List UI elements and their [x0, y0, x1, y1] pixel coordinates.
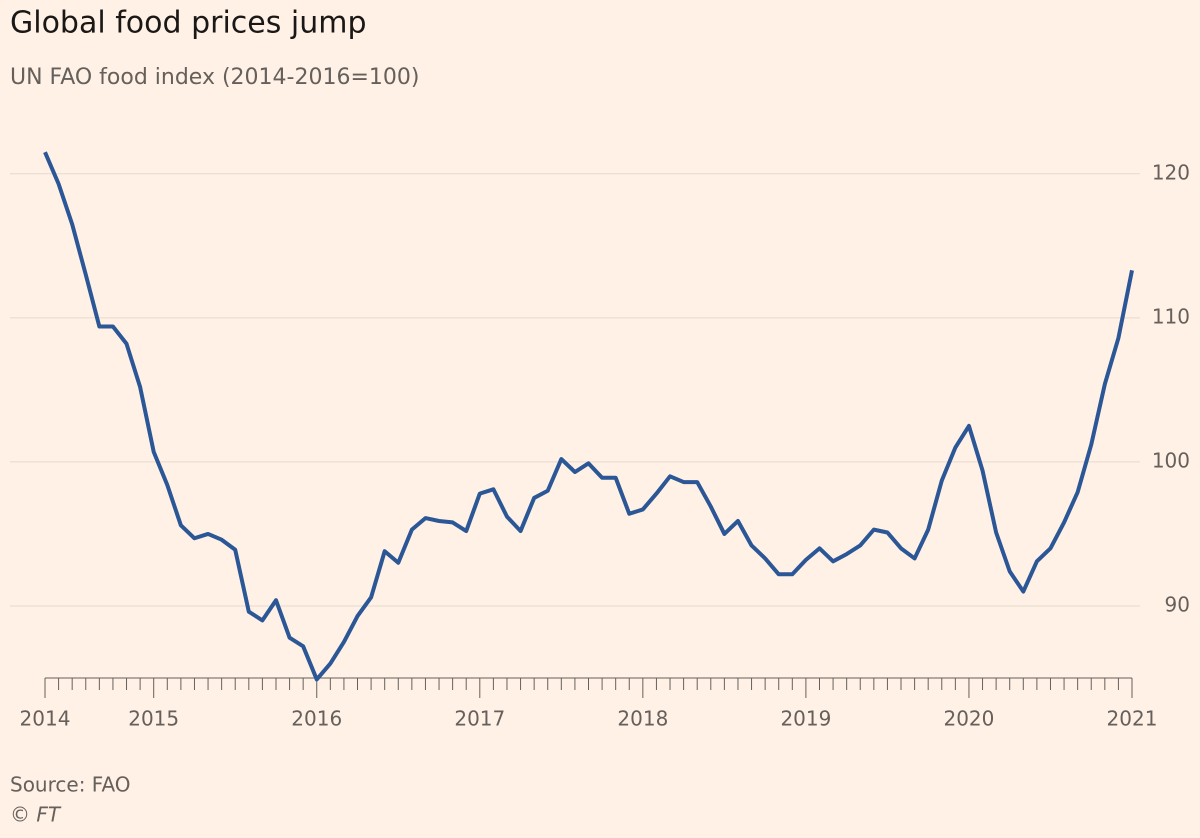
source: Source: FAO — [10, 773, 131, 797]
x-tick-label: 2014 — [20, 707, 71, 731]
chart-title: Global food prices jump — [10, 6, 367, 41]
credit: © FT — [10, 803, 62, 827]
x-tick-label: 2019 — [780, 707, 831, 731]
y-tick-label: 90 — [1165, 592, 1190, 616]
x-tick-label: 2020 — [943, 707, 994, 731]
chart-subtitle: UN FAO food index (2014-2016=100) — [10, 65, 419, 90]
x-tick-label: 2021 — [1107, 707, 1158, 731]
y-tick-label: 110 — [1152, 304, 1190, 328]
x-tick-label: 2018 — [617, 707, 668, 731]
x-tick-label: 2017 — [454, 707, 505, 731]
y-tick-label: 100 — [1152, 448, 1190, 472]
y-tick-label: 120 — [1152, 160, 1190, 184]
line — [43, 151, 1134, 682]
x-tick-label: 2015 — [128, 707, 179, 731]
x-tick-label: 2016 — [291, 707, 342, 731]
